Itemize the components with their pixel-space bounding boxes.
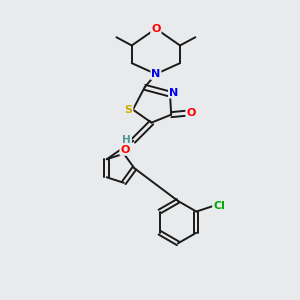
Text: N: N <box>169 88 178 98</box>
Text: H: H <box>122 135 131 145</box>
Text: O: O <box>151 24 160 34</box>
Text: O: O <box>186 108 196 118</box>
Text: N: N <box>151 69 160 79</box>
Text: Cl: Cl <box>213 201 225 211</box>
Text: O: O <box>120 145 130 155</box>
Text: S: S <box>124 105 133 115</box>
